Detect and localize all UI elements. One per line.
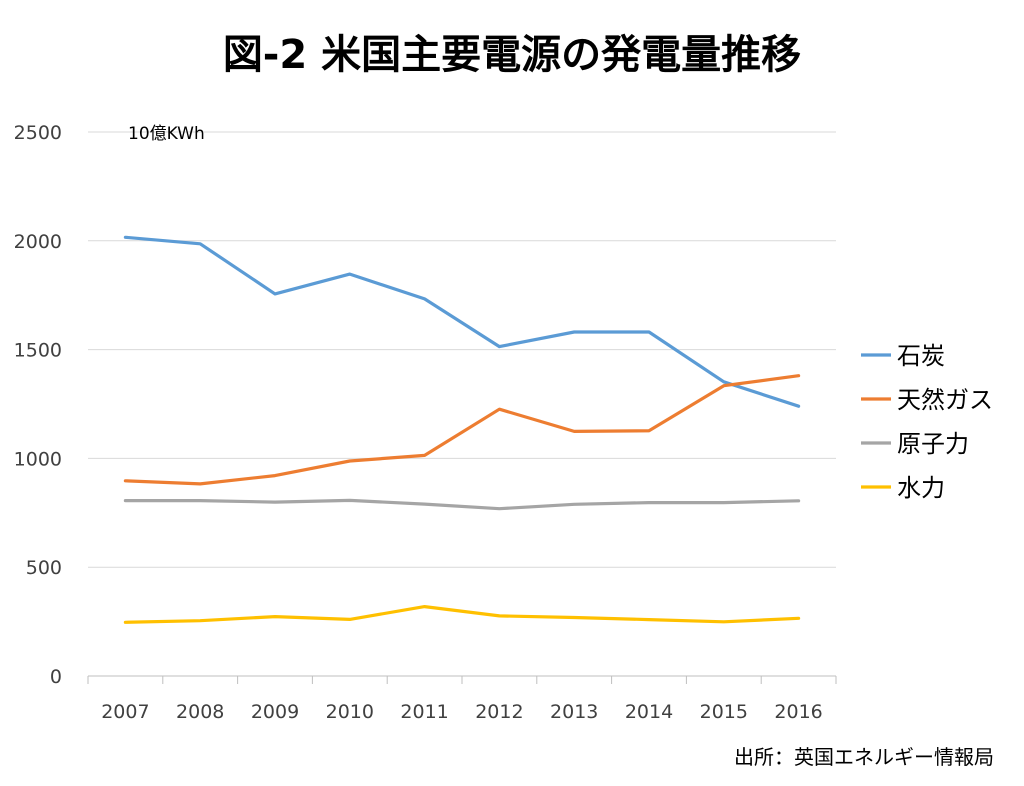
y-axis: 0 500 1000 1500 2000 2500 [14, 122, 62, 688]
x-axis: 2007 2008 2009 2010 2011 2012 2013 2014 2015 2016 [87, 675, 837, 723]
x-tick-label: 2014 [625, 701, 673, 723]
series-line [123, 235, 801, 408]
x-tick-label: 2011 [400, 701, 448, 723]
chart-title: 図-2 米国主要電源の発電量推移 [223, 32, 801, 78]
x-tick-label: 2015 [700, 701, 748, 723]
y-tick-label: 500 [26, 557, 62, 579]
series-line [123, 374, 801, 486]
y-tick-label: 0 [50, 666, 62, 688]
x-tick-label: 2012 [475, 701, 523, 723]
legend-label: 天然ガス [897, 386, 993, 414]
x-tick-label: 2007 [101, 701, 149, 723]
legend-label: 原子力 [897, 430, 969, 458]
y-tick-label: 2000 [14, 231, 62, 253]
y-tick-label: 1500 [14, 340, 62, 362]
y-tick-label: 2500 [14, 122, 62, 144]
gridlines [88, 131, 836, 568]
series-line [123, 498, 801, 511]
x-tick-label: 2008 [176, 701, 224, 723]
unit-label: 10億KWh [128, 124, 205, 144]
x-tick-label: 2010 [326, 701, 374, 723]
series-line [123, 604, 801, 624]
legend-label: 石炭 [897, 342, 945, 370]
x-tick-label: 2013 [550, 701, 598, 723]
series-lines [123, 235, 801, 624]
source-note: 出所：英国エネルギー情報局 [734, 745, 994, 769]
x-tick-label: 2016 [774, 701, 822, 723]
y-tick-label: 1000 [14, 448, 62, 470]
x-tick-label: 2009 [251, 701, 299, 723]
legend-label: 水力 [897, 474, 945, 502]
